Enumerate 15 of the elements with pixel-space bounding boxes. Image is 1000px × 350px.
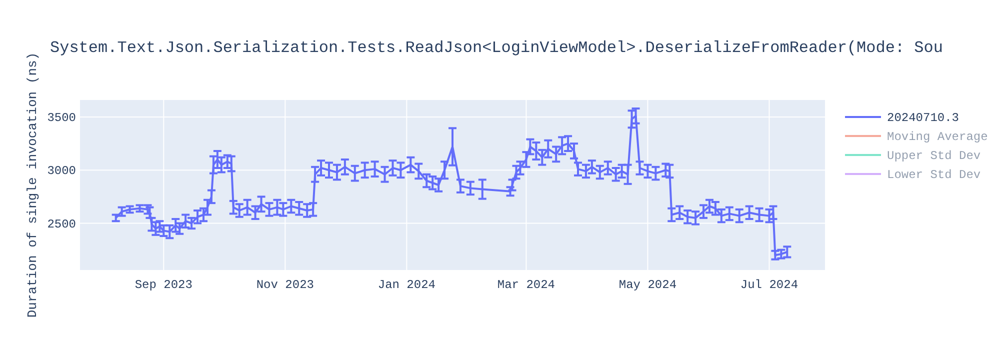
legend-label: Lower Std Dev <box>887 168 981 182</box>
legend-label: Upper Std Dev <box>887 149 981 163</box>
x-tick-label: May 2024 <box>618 278 677 292</box>
legend-label: 20240710.3 <box>887 111 960 125</box>
y-tick-label: 2500 <box>47 217 76 232</box>
x-tick-label: Jul 2024 <box>740 278 798 292</box>
y-tick-label: 3000 <box>47 164 76 178</box>
x-tick-label: Mar 2024 <box>497 278 556 292</box>
y-axis-title: Duration of single invocation (ns) <box>25 52 40 318</box>
chart-title: System.Text.Json.Serialization.Tests.ReadJson<LoginViewModel>.DeserializeFromReader(Mode: Sou <box>50 39 943 57</box>
legend-label: Moving Average <box>887 130 988 144</box>
x-tick-label: Jan 2024 <box>378 278 436 292</box>
y-tick-label: 3500 <box>47 111 76 125</box>
x-tick-label: Sep 2023 <box>134 278 192 292</box>
x-tick-label: Nov 2023 <box>256 278 314 292</box>
